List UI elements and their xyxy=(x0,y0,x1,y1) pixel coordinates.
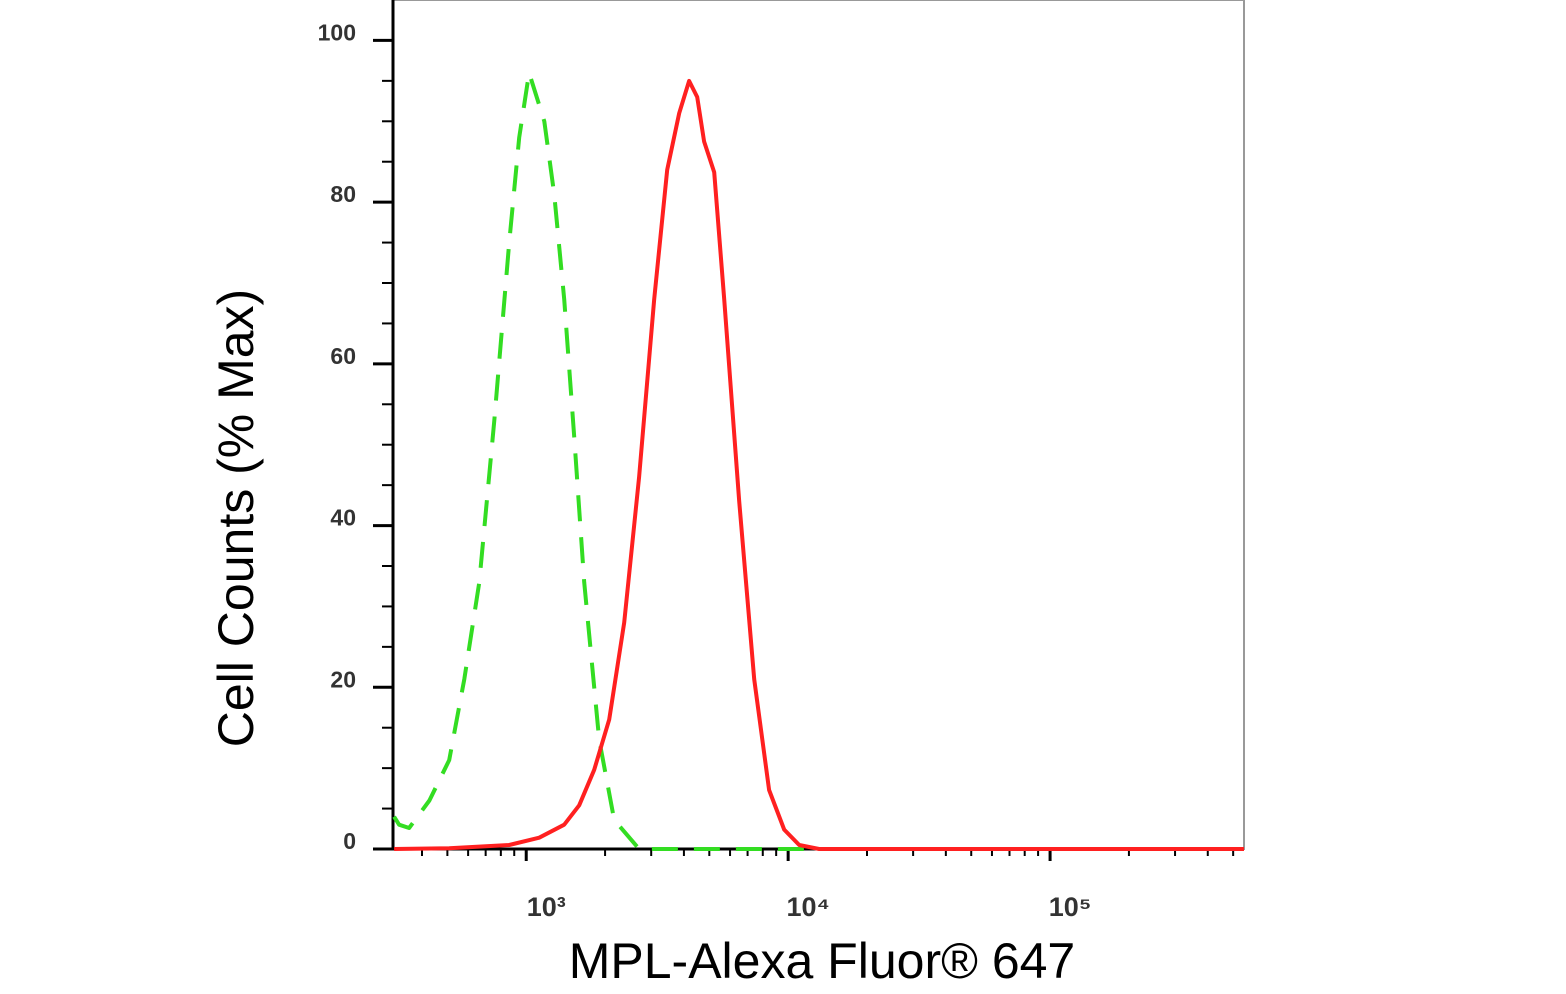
y-tick-label: 0 xyxy=(343,828,356,854)
y-tick-label: 80 xyxy=(330,181,356,207)
y-tick-label: 60 xyxy=(330,343,356,369)
y-axis-title: Cell Counts (% Max) xyxy=(208,289,264,747)
x-axis-title: MPL-Alexa Fluor® 647 xyxy=(569,933,1076,989)
y-tick-label: 40 xyxy=(330,505,356,531)
histogram-line xyxy=(394,78,1244,851)
x-tick-label: 10³ xyxy=(527,892,566,922)
y-tick-label: 20 xyxy=(330,666,356,692)
x-tick-label: 10⁵ xyxy=(1049,892,1092,922)
y-tick-label: 100 xyxy=(318,20,356,46)
histogram-line xyxy=(392,70,1244,851)
x-tick-label: 10⁴ xyxy=(786,892,829,922)
